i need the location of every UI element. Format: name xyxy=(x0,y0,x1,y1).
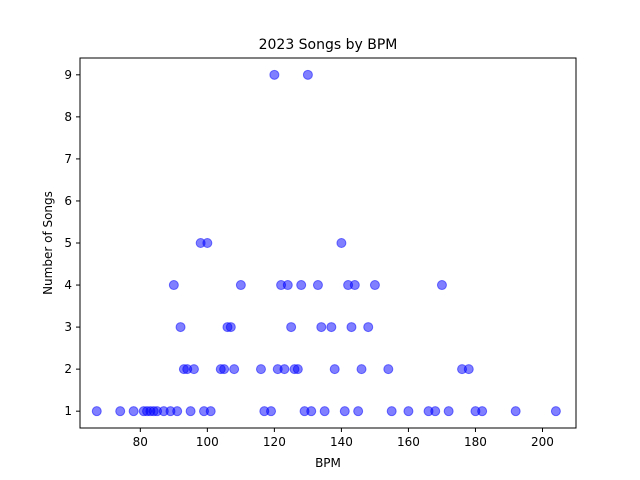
x-tick-label: 160 xyxy=(397,435,420,449)
data-point xyxy=(282,280,293,291)
data-point xyxy=(302,69,313,80)
y-tick-label: 1 xyxy=(64,404,72,418)
y-tick-label: 4 xyxy=(64,278,72,292)
data-point xyxy=(353,406,364,417)
data-point xyxy=(386,406,397,417)
y-tick-label: 6 xyxy=(64,194,72,208)
data-point xyxy=(128,406,139,417)
chart-title: 2023 Songs by BPM xyxy=(259,37,398,53)
x-tick-label: 80 xyxy=(133,435,148,449)
data-point xyxy=(329,364,340,375)
data-point xyxy=(172,406,183,417)
data-point xyxy=(205,406,216,417)
data-point xyxy=(403,406,414,417)
data-point xyxy=(296,280,307,291)
x-axis-title: BPM xyxy=(315,456,341,470)
x-tick-label: 100 xyxy=(196,435,219,449)
data-point xyxy=(255,364,266,375)
points-layer xyxy=(91,69,561,417)
y-tick-label: 2 xyxy=(64,362,72,376)
data-point xyxy=(188,364,199,375)
data-point xyxy=(219,364,230,375)
data-point xyxy=(185,406,196,417)
data-point xyxy=(443,406,454,417)
data-point xyxy=(463,364,474,375)
data-point xyxy=(269,69,280,80)
data-point xyxy=(346,322,357,333)
data-point xyxy=(175,322,186,333)
data-point xyxy=(369,280,380,291)
data-point xyxy=(336,238,347,248)
data-point xyxy=(319,406,330,417)
data-point xyxy=(266,406,277,417)
plot-frame xyxy=(79,57,577,429)
data-point xyxy=(316,322,327,333)
data-point xyxy=(279,364,290,375)
x-axis: 80 100 120 140 160 180 200 xyxy=(133,428,554,449)
y-tick-label: 8 xyxy=(64,110,72,124)
data-point xyxy=(312,280,323,291)
data-point xyxy=(235,280,246,291)
y-axis-title: Number of Songs xyxy=(41,191,55,295)
data-point xyxy=(349,280,360,291)
data-point xyxy=(339,406,350,417)
data-point xyxy=(202,238,213,248)
data-point xyxy=(356,364,367,375)
data-point xyxy=(326,322,337,333)
data-point xyxy=(477,406,488,417)
x-tick-label: 200 xyxy=(531,435,554,449)
data-point xyxy=(436,280,447,291)
data-point xyxy=(306,406,317,417)
data-point xyxy=(383,364,394,375)
y-axis: 1 2 3 4 5 6 7 8 9 xyxy=(64,68,80,418)
data-point xyxy=(550,406,561,417)
y-tick-label: 5 xyxy=(64,236,72,250)
data-point xyxy=(286,322,297,333)
data-point xyxy=(91,406,102,417)
y-tick-label: 3 xyxy=(64,320,72,334)
data-point xyxy=(510,406,521,417)
x-tick-label: 120 xyxy=(263,435,286,449)
x-tick-label: 180 xyxy=(464,435,487,449)
data-point xyxy=(430,406,441,417)
data-point xyxy=(168,280,179,291)
data-point xyxy=(229,364,240,375)
data-point xyxy=(292,364,303,375)
data-point xyxy=(363,322,374,333)
data-point xyxy=(115,406,126,417)
data-point xyxy=(225,322,236,333)
y-tick-label: 9 xyxy=(64,68,72,82)
x-tick-label: 140 xyxy=(330,435,353,449)
y-tick-label: 7 xyxy=(64,152,72,166)
